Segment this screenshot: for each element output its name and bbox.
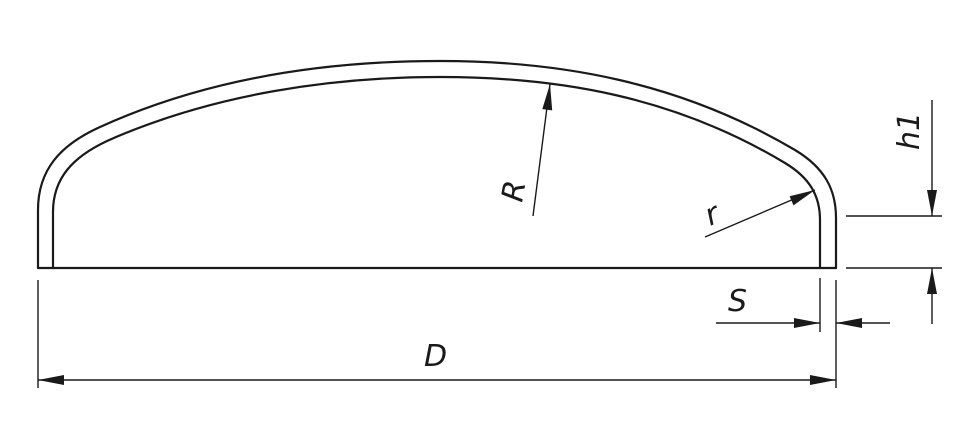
flange-height-arrow-bottom (927, 268, 937, 294)
knuckle-radius-dimension: r (699, 189, 816, 238)
flange-height-dimension: h1 (846, 100, 942, 324)
head-body (36, 59, 838, 270)
crown-radius-arrow (542, 84, 553, 111)
diameter-arrow-right (810, 375, 836, 385)
diameter-label: D (424, 339, 447, 374)
head-outer-contour (36, 59, 838, 270)
knuckle-radius-arrow (789, 190, 815, 206)
thickness-arrow-right (836, 318, 862, 328)
crown-radius-label: R (495, 178, 533, 205)
thickness-label: S (728, 284, 747, 319)
crown-radius-dimension: R (495, 83, 553, 217)
diameter-dimension: D (37, 280, 837, 388)
knuckle-radius-label: r (699, 196, 726, 234)
flange-height-label: h1 (892, 112, 927, 150)
thickness-arrow-left (794, 318, 820, 328)
flange-height-arrow-top (927, 190, 937, 216)
diameter-arrow-left (38, 375, 64, 385)
thickness-dimension: S (716, 278, 890, 332)
head-inner-contour (51, 75, 822, 270)
